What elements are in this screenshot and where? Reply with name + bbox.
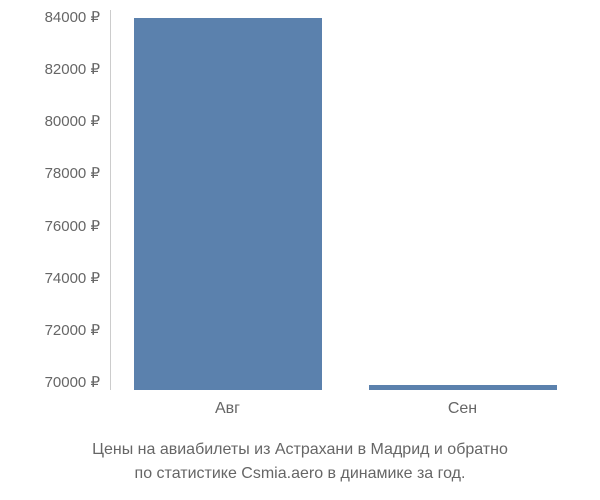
chart-caption: Цены на авиабилеты из Астрахани в Мадрид… — [20, 438, 580, 486]
bar-aug — [134, 18, 322, 390]
y-tick: 80000 ₽ — [45, 114, 100, 129]
bar-sep — [369, 385, 557, 390]
y-axis: 84000 ₽ 82000 ₽ 80000 ₽ 78000 ₽ 76000 ₽ … — [20, 10, 110, 390]
caption-line-2: по статистике Csmia.aero в динамике за г… — [135, 465, 466, 482]
bar-slot — [346, 10, 581, 390]
x-axis: Авг Сен — [110, 390, 580, 418]
y-tick: 82000 ₽ — [45, 62, 100, 77]
chart-area: 84000 ₽ 82000 ₽ 80000 ₽ 78000 ₽ 76000 ₽ … — [20, 10, 580, 390]
x-tick: Авг — [110, 400, 345, 418]
y-tick: 70000 ₽ — [45, 375, 100, 390]
bars-region — [111, 10, 580, 390]
y-tick: 74000 ₽ — [45, 271, 100, 286]
y-tick: 78000 ₽ — [45, 166, 100, 181]
y-tick: 72000 ₽ — [45, 323, 100, 338]
plot-area — [110, 10, 580, 390]
x-tick: Сен — [345, 400, 580, 418]
bar-slot — [111, 10, 346, 390]
y-tick: 84000 ₽ — [45, 10, 100, 25]
price-chart: 84000 ₽ 82000 ₽ 80000 ₽ 78000 ₽ 76000 ₽ … — [0, 0, 600, 500]
y-tick: 76000 ₽ — [45, 219, 100, 234]
caption-line-1: Цены на авиабилеты из Астрахани в Мадрид… — [92, 441, 508, 458]
